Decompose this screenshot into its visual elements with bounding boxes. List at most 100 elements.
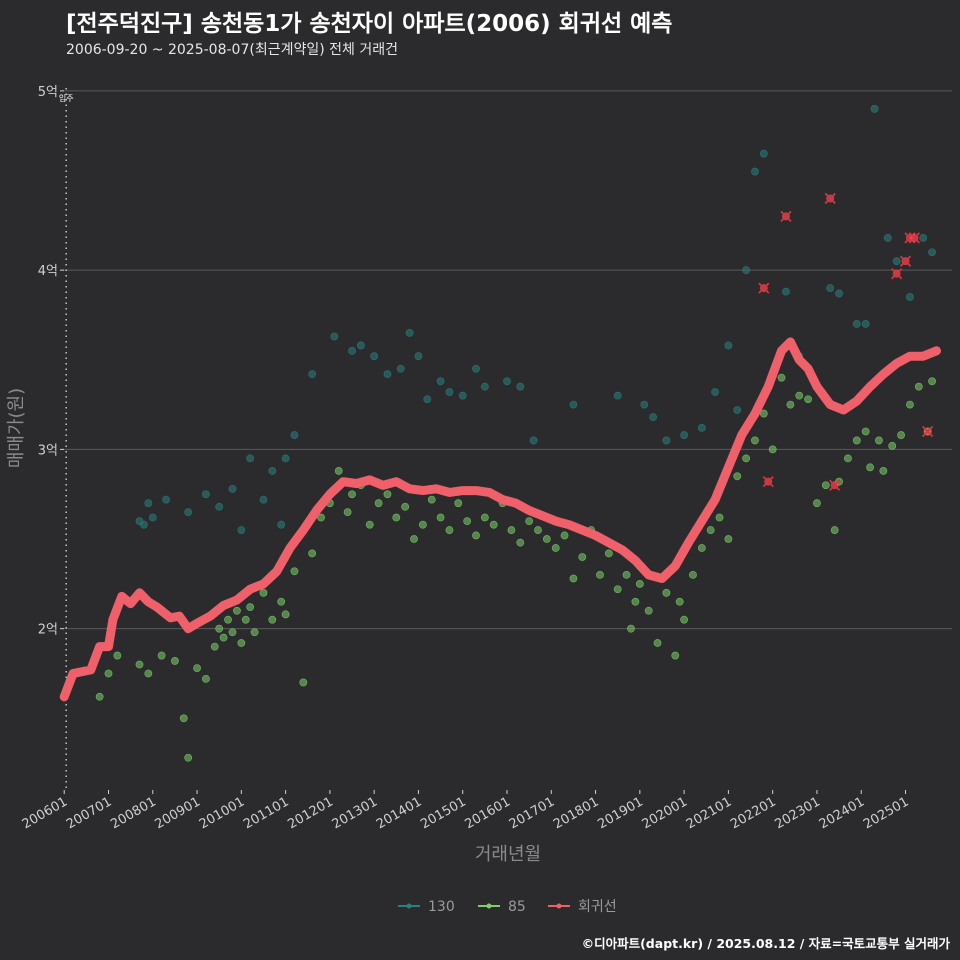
outlier-marker (922, 425, 934, 438)
series-130-point (162, 495, 170, 504)
series-130-point (613, 391, 622, 400)
series-85-point (644, 606, 653, 615)
regression-line (59, 337, 941, 702)
series-85-point (95, 692, 104, 701)
series-85-point (516, 538, 525, 547)
series-130-point (480, 382, 489, 391)
outlier-marker-cross (758, 282, 770, 294)
series-130-point (396, 364, 405, 373)
series-85-point (507, 526, 516, 534)
series-85-point (733, 472, 742, 481)
regression-line-layer (59, 337, 941, 702)
outlier-marker-cross (824, 192, 836, 205)
series-130-point (144, 499, 153, 508)
series-85-point (224, 615, 232, 624)
series-130-point (742, 266, 751, 275)
series-85-point (569, 574, 578, 583)
outlier-marker-cross (922, 425, 934, 438)
series-130-point (148, 513, 157, 522)
series-85-point (233, 606, 241, 615)
outlier-marker-cross (829, 479, 841, 491)
series-85-point (914, 382, 923, 391)
series-130-point (458, 391, 467, 400)
series-85-point (560, 531, 569, 540)
series-85-point (852, 436, 861, 445)
series-130-point (751, 167, 759, 176)
series-85-point (751, 436, 759, 445)
outlier-marker (899, 255, 912, 267)
series-85-point (445, 526, 454, 534)
series-85-point (627, 624, 635, 633)
series-85-point (777, 373, 786, 382)
series-85-point (635, 579, 644, 588)
series-85-point (410, 535, 418, 543)
page-subtitle: 2006-09-20 ~ 2025-08-07(최근계약일) 전체 거래건 (66, 42, 398, 58)
outlier-marker (824, 192, 836, 205)
y-axis-label: 매매가(원) (6, 388, 27, 468)
series-85-point (928, 377, 936, 386)
series-85-point (680, 615, 689, 624)
y-tick-label: 4억 (38, 264, 58, 279)
x-tick-label: 201501 (418, 794, 468, 832)
x-tick-label: 201801 (551, 794, 601, 832)
series-130-point (759, 149, 768, 158)
outlier-marker-cross (908, 232, 920, 244)
x-tick-label: 201101 (241, 794, 291, 832)
series-130-point (259, 495, 268, 504)
series-130-point (383, 370, 392, 379)
series-85-point (480, 513, 489, 522)
series-130-point (782, 287, 790, 296)
series-85-point (184, 753, 193, 762)
series-130-point (697, 423, 706, 432)
series-130-point (140, 520, 148, 529)
series-130-point (906, 293, 914, 301)
series-130-point (919, 233, 928, 242)
series-85-point (795, 391, 804, 400)
series-85-point (724, 535, 733, 543)
x-tick-label: 200601 (20, 794, 70, 832)
series-130-point (308, 370, 317, 379)
series-85-point (179, 714, 188, 723)
series-130-point (928, 248, 936, 257)
series-130-point (852, 320, 861, 328)
series-85-point (786, 400, 795, 409)
series-130-point (529, 436, 538, 445)
series-85-point (259, 588, 268, 597)
series-85-point (715, 513, 724, 522)
legend: 130 85 회귀선 (398, 899, 617, 915)
series-85-point (250, 628, 259, 637)
legend-item: 85 (478, 899, 526, 915)
series-85-point (622, 570, 631, 579)
legend-swatch-dot (486, 903, 492, 909)
series-85-point (463, 517, 472, 526)
y-axis-ticks: 2억 3억 4억 5억 (38, 85, 64, 638)
series-85-point (875, 436, 883, 445)
series-85-point (418, 520, 427, 529)
footer-credit: ©디아파트(dapt.kr) / 2025.08.12 / 자료=국토교통부 실… (581, 936, 950, 951)
series-130-point (503, 377, 511, 386)
series-130-point (184, 508, 193, 517)
series-130-point (268, 467, 277, 475)
x-tick-label: 201401 (374, 794, 424, 832)
series-130-point (290, 431, 299, 439)
x-tick-label: 200901 (153, 794, 203, 832)
series-85-point (215, 624, 224, 633)
legend-swatch-dot (556, 903, 562, 909)
series-85-point (525, 517, 534, 526)
series-85-point (241, 615, 250, 624)
series-130-point (445, 388, 454, 396)
outlier-marker-cross (891, 268, 903, 280)
grid-lines (62, 90, 952, 630)
y-tick-label: 3억 (38, 443, 58, 458)
series-85-point (202, 674, 210, 683)
x-axis-label: 거래년월 (475, 844, 541, 865)
series-85-point (742, 454, 751, 463)
outlier-marker (891, 268, 903, 280)
series-130-point (277, 520, 286, 529)
legend-label: 85 (508, 899, 526, 915)
series-85-point (113, 651, 122, 660)
series-85-point (906, 400, 914, 409)
x-tick-label: 201701 (507, 794, 557, 832)
series-85-point (821, 481, 830, 490)
series-85-point (392, 513, 401, 522)
